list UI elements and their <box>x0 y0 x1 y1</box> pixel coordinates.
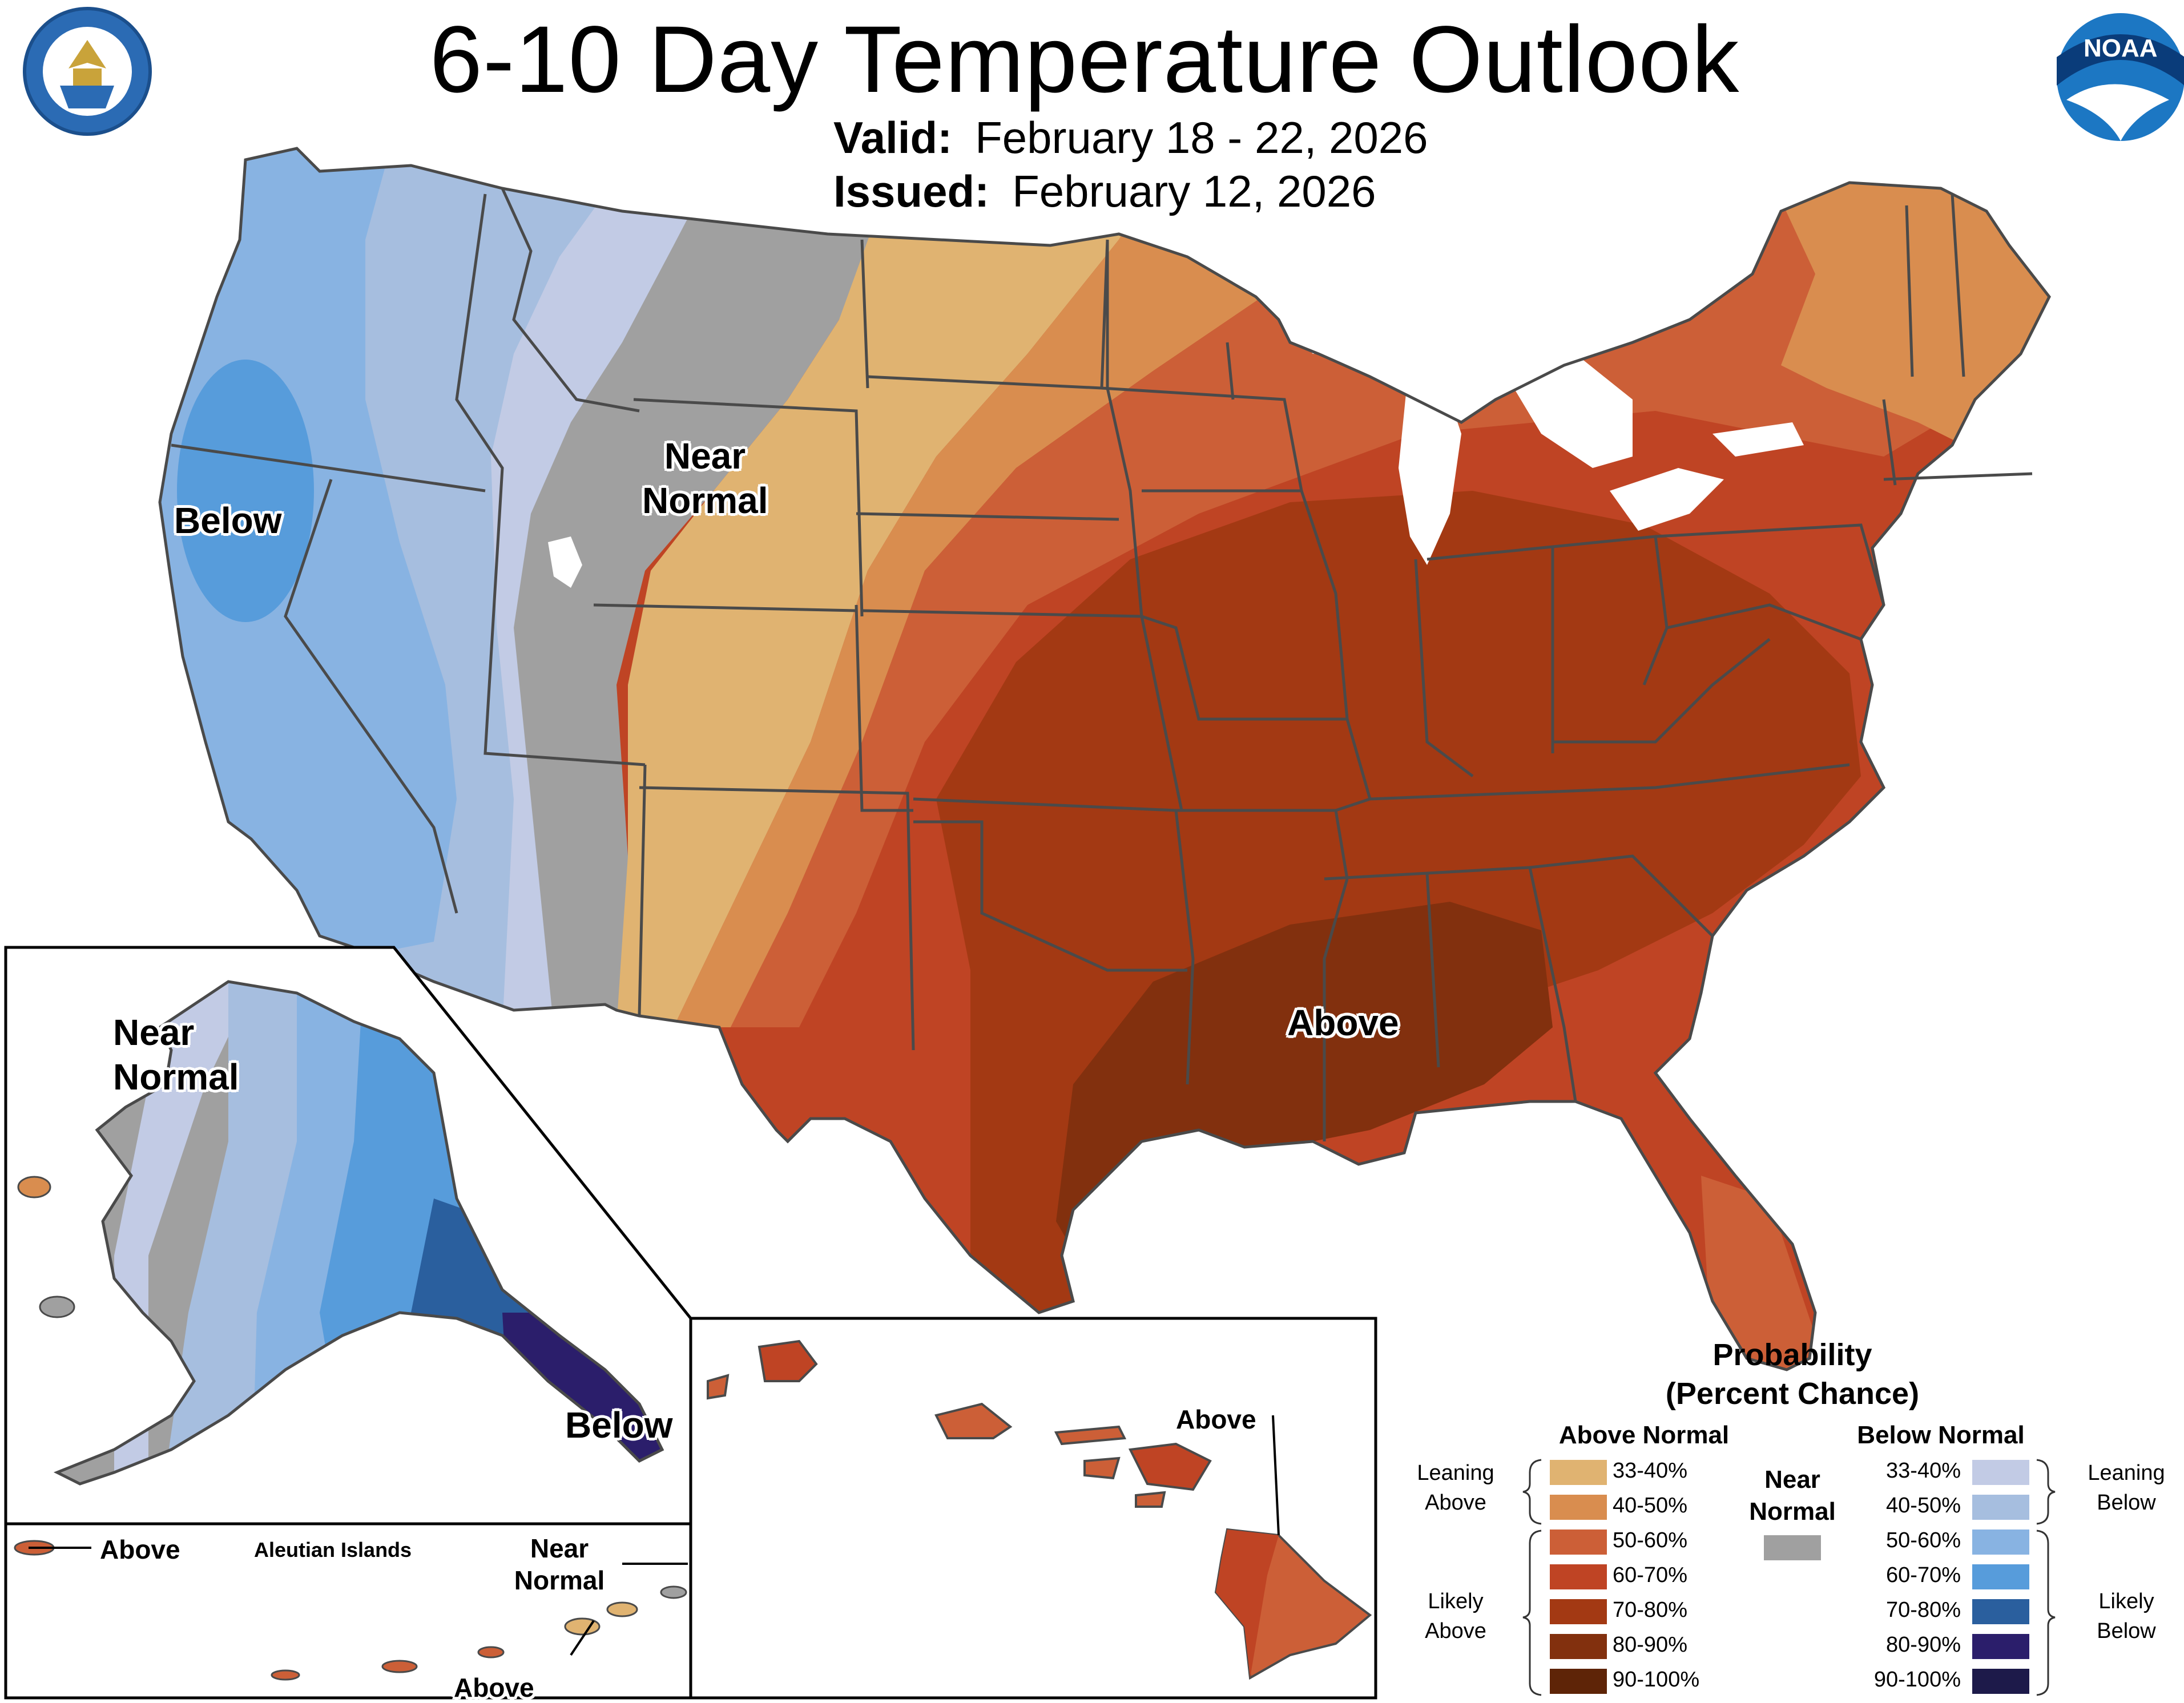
legend-below-swatch-6 <box>1972 1669 2029 1694</box>
legend-near-swatch <box>1764 1535 1821 1560</box>
legend-below-label-3: 60-70% <box>1858 1563 1961 1588</box>
legend-above-swatch-5 <box>1550 1634 1607 1659</box>
legend-near-line2: Normal <box>1730 1496 1855 1528</box>
label-conus-near-normal: Near Normal <box>642 434 768 523</box>
valid-label: Valid: <box>833 112 952 163</box>
legend-leaning-below: Leaning Below <box>2078 1458 2175 1518</box>
label-aleut-near-normal: Near Normal <box>497 1532 622 1596</box>
legend-likely-below-line2: Below <box>2078 1616 2175 1646</box>
outlook-map-page: 6-10 Day Temperature Outlook Valid: Febru… <box>0 0 2184 1702</box>
label-ak-near-normal: Near Normal <box>113 1010 239 1099</box>
legend-above-label-0: 33-40% <box>1613 1459 1687 1483</box>
label-conus-below: Below <box>174 499 281 542</box>
legend-likely-above: Likely Above <box>1410 1587 1501 1646</box>
legend-above-label-6: 90-100% <box>1613 1668 1699 1692</box>
legend-leaning-below-line2: Below <box>2078 1488 2175 1518</box>
legend-likely-below-line1: Likely <box>2078 1587 2175 1616</box>
legend-near-line1: Near <box>1730 1464 1855 1496</box>
legend-likely-above-line2: Above <box>1410 1616 1501 1646</box>
legend-likely-below: Likely Below <box>2078 1587 2175 1646</box>
legend-below-label-6: 90-100% <box>1858 1668 1961 1692</box>
label-ak-near-line2: Normal <box>113 1055 239 1099</box>
label-aleut-above-left: Above <box>100 1534 180 1565</box>
label-aleut-title: Aleutian Islands <box>254 1538 412 1562</box>
issued-date: February 12, 2026 <box>1012 166 1376 216</box>
issued-line: Issued: February 12, 2026 <box>833 166 1376 217</box>
legend-above-label-4: 70-80% <box>1613 1598 1687 1623</box>
legend-title: Probability (Percent Chance) <box>1621 1335 1964 1413</box>
legend-below-header: Below Normal <box>1838 1421 2044 1450</box>
legend-above-swatch-0 <box>1550 1460 1607 1485</box>
legend-leaning-below-line1: Leaning <box>2078 1458 2175 1488</box>
valid-dates: February 18 - 22, 2026 <box>975 112 1428 163</box>
legend-below-label-4: 70-80% <box>1858 1598 1961 1623</box>
legend-leaning-above: Leaning Above <box>1410 1458 1501 1518</box>
legend-below-swatch-1 <box>1972 1495 2029 1520</box>
label-conus-near-line2: Normal <box>642 478 768 523</box>
noaa-logo-text: NOAA <box>2084 34 2158 63</box>
legend-above-swatch-6 <box>1550 1669 1607 1694</box>
legend-above-swatch-3 <box>1550 1564 1607 1589</box>
label-conus-near-line1: Near <box>642 434 768 478</box>
hawaii-inset <box>691 1318 1376 1698</box>
label-ak-near-line1: Near <box>113 1010 239 1055</box>
valid-line: Valid: February 18 - 22, 2026 <box>833 112 1428 164</box>
legend-above-swatch-2 <box>1550 1530 1607 1555</box>
legend-below-label-1: 40-50% <box>1858 1494 1961 1518</box>
legend-likely-above-line1: Likely <box>1410 1587 1501 1616</box>
legend-leaning-above-line1: Leaning <box>1410 1458 1501 1488</box>
noaa-logo <box>2057 13 2184 141</box>
label-conus-above: Above <box>1287 1002 1399 1044</box>
label-aleut-near-line2: Normal <box>497 1564 622 1596</box>
legend-above-header: Above Normal <box>1541 1421 1747 1450</box>
page-title: 6-10 Day Temperature Outlook <box>400 6 1770 114</box>
legend-below-swatch-4 <box>1972 1599 2029 1624</box>
legend-below-swatch-2 <box>1972 1530 2029 1555</box>
legend-title-line1: Probability <box>1621 1335 1964 1374</box>
legend-above-label-3: 60-70% <box>1613 1563 1687 1588</box>
legend-near-normal: Near Normal <box>1730 1464 1855 1528</box>
legend-below-swatch-0 <box>1972 1460 2029 1485</box>
label-hi-above: Above <box>1176 1404 1256 1435</box>
legend-below-label-0: 33-40% <box>1858 1459 1961 1483</box>
legend-above-label-5: 80-90% <box>1613 1633 1687 1657</box>
legend-below-label-2: 50-60% <box>1858 1528 1961 1553</box>
legend-title-line2: (Percent Chance) <box>1621 1374 1964 1413</box>
legend-above-label-2: 50-60% <box>1613 1528 1687 1553</box>
legend-below-swatch-5 <box>1972 1634 2029 1659</box>
label-aleut-above-bottom: Above <box>454 1672 534 1703</box>
label-aleut-near-line1: Near <box>497 1532 622 1564</box>
legend-leaning-above-line2: Above <box>1410 1488 1501 1518</box>
legend-above-label-1: 40-50% <box>1613 1494 1687 1518</box>
legend-below-swatch-3 <box>1972 1564 2029 1589</box>
doc-seal <box>25 9 150 134</box>
legend-below-label-5: 80-90% <box>1858 1633 1961 1657</box>
legend-above-swatch-1 <box>1550 1495 1607 1520</box>
legend-above-swatch-4 <box>1550 1599 1607 1624</box>
label-ak-below: Below <box>565 1404 672 1446</box>
issued-label: Issued: <box>833 166 989 216</box>
